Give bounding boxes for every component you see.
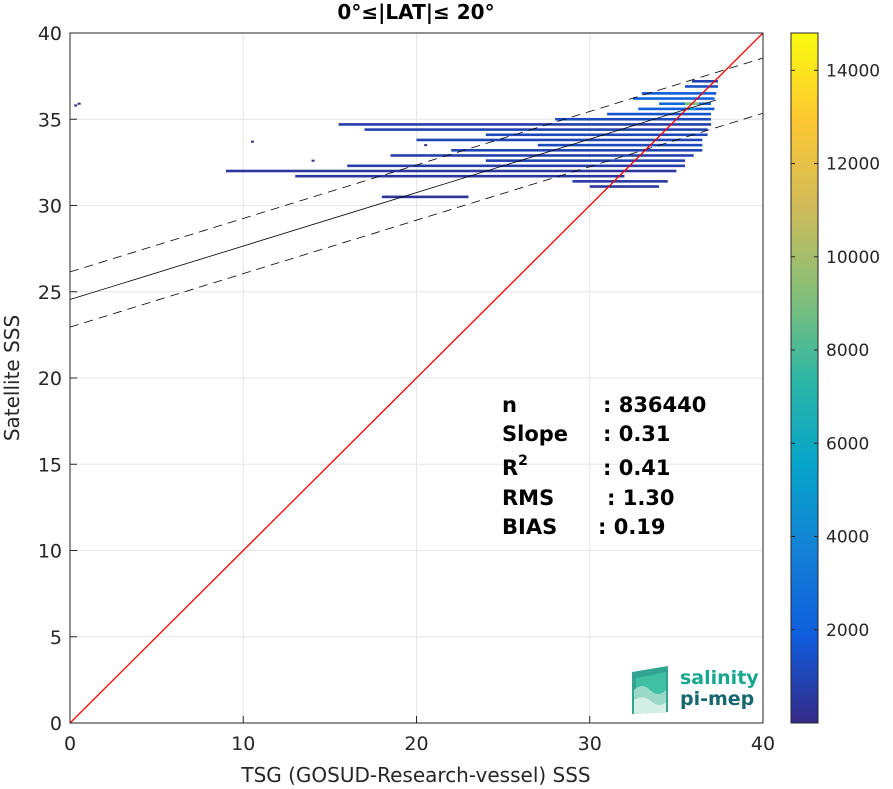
stat-r2-letter: R [502,456,518,480]
stat-n-key: n [502,393,517,417]
density-point [424,144,428,147]
x-tick-label: 30 [578,733,602,755]
stats-box: n : 836440 Slope : 0.31 R2 : 0.41 RMS : … [502,393,706,539]
density-row [691,80,718,83]
colorbar-tick-label: 8000 [826,341,869,361]
density-row [641,92,717,95]
y-tick-label: 15 [38,454,62,476]
identity-line [69,32,764,724]
density-row [347,164,686,168]
colorbar-tick-label: 6000 [826,434,869,454]
density-row [225,169,677,173]
density-row [485,133,708,137]
logo-text-salinity: salinity [680,667,759,689]
colorbar-tick-label: 2000 [826,621,869,641]
stat-bias-value: : 0.19 [598,515,666,539]
density-row [537,143,703,147]
density-row [555,117,712,121]
colorbar-tick-label: 10000 [826,248,880,268]
x-tick-label: 40 [751,733,775,755]
x-axis-label: TSG (GOSUD-Research-vessel) SSS [240,763,590,787]
stat-rms-value: : 1.30 [607,486,675,510]
fit-lines [69,32,764,724]
density-row [390,154,694,157]
colorbar-tick-label: 12000 [826,155,880,175]
stat-bias-key: BIAS [502,515,557,539]
stat-r2-value: : 0.41 [603,456,671,480]
x-tick-label: 0 [64,733,76,755]
density-row [572,180,668,183]
density-row [416,138,703,142]
density-point [74,104,78,107]
y-axis-ticks: 0 5 10 15 20 25 30 35 40 [38,23,77,735]
density-point [389,175,393,178]
y-tick-label: 5 [50,627,62,649]
x-tick-label: 20 [404,733,428,755]
density-row [485,159,686,162]
y-tick-label: 0 [50,713,62,735]
stat-slope-key: Slope [502,422,568,446]
x-tick-label: 10 [231,733,255,755]
colorbar-tick-label: 4000 [826,528,869,548]
stat-n-value: : 836440 [603,393,706,417]
y-tick-label: 40 [38,23,62,45]
chart-title: 0°≤|LAT|≤ 20° [337,0,494,24]
stat-r2-key: R2 [502,453,528,480]
density-row [338,123,712,126]
density-row [451,149,703,152]
stat-r2-sup: 2 [518,453,528,469]
logo-text-pimep: pi-mep [680,688,754,710]
colorbar-tick-label: 14000 [826,61,880,81]
colorbar-ticks: 2000 4000 6000 8000 10000 12000 14000 [791,61,880,641]
density-row [364,128,708,131]
density-row [633,97,715,100]
logo-waves-icon [632,666,668,714]
y-tick-label: 25 [38,282,62,304]
stat-rms-key: RMS [502,486,554,510]
density-row [295,174,625,178]
density-point [311,159,315,162]
density-row [685,85,718,88]
y-tick-label: 10 [38,541,62,563]
salinity-pi-mep-logo: salinity pi-mep [632,666,759,714]
y-tick-label: 35 [38,109,62,131]
stat-slope-value: : 0.31 [603,422,671,446]
y-tick-label: 20 [38,368,62,390]
x-axis-ticks: 0 10 20 30 40 [64,716,775,755]
density-point [77,102,81,105]
y-axis-label: Satellite SSS [0,315,24,441]
y-tick-label: 30 [38,196,62,218]
density-row [638,107,715,111]
density-row [686,107,696,111]
colorbar [790,32,819,724]
density-point [250,140,254,143]
density-row [589,185,660,188]
upper-confidence-line [69,57,764,273]
density-row [381,195,469,199]
density-row [607,112,712,116]
regression-line [69,99,717,300]
